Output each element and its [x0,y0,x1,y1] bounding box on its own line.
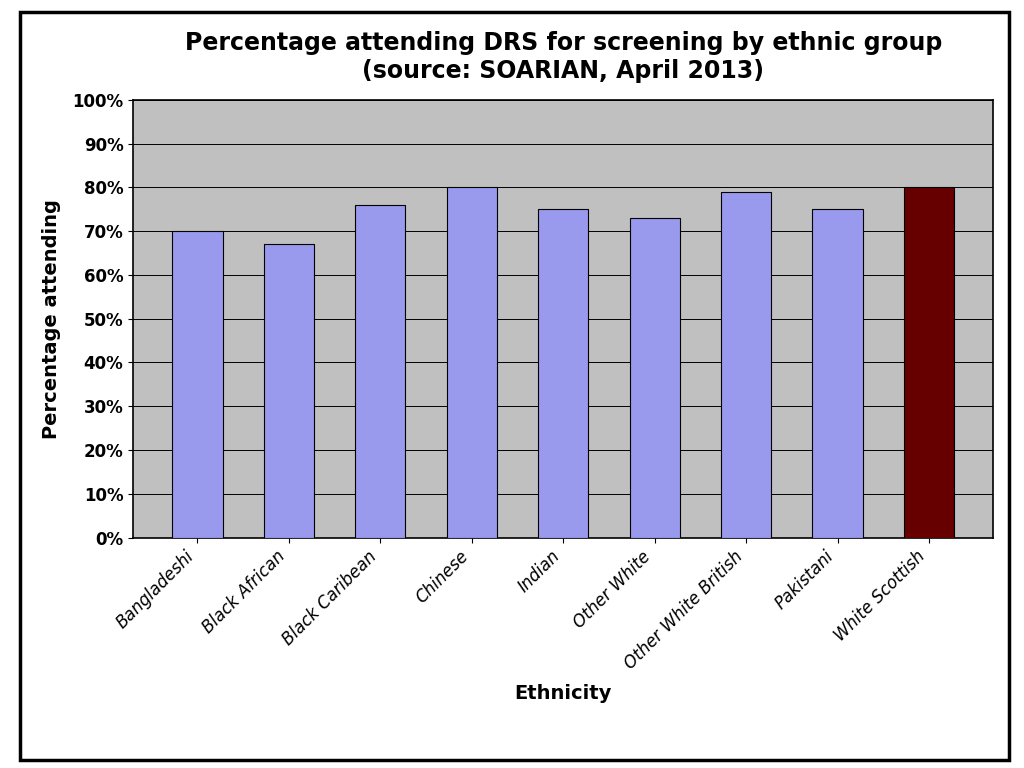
Bar [812,210,863,538]
Bar [172,231,222,538]
Bar [263,244,314,538]
Bar [355,205,406,538]
Title: Percentage attending DRS for screening by ethnic group
(source: SOARIAN, April 2: Percentage attending DRS for screening b… [184,31,942,83]
Bar [721,192,771,538]
Bar [904,187,954,538]
Bar [446,187,497,538]
Bar [630,218,680,538]
Bar [538,210,589,538]
X-axis label: Ethnicity: Ethnicity [514,684,612,703]
Y-axis label: Percentage attending: Percentage attending [42,199,61,439]
